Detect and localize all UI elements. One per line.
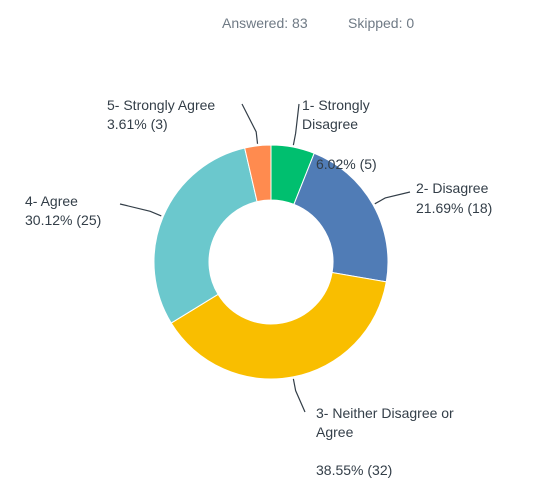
- slice-label: 4- Agree: [25, 193, 78, 209]
- skipped-count: Skipped: 0: [348, 15, 415, 31]
- leader-line: [241, 103, 259, 144]
- leader-line: [119, 203, 162, 217]
- slice-label: 5- Strongly Agree: [107, 97, 216, 113]
- slice-value-label: 6.02% (5): [316, 156, 377, 172]
- slice: [293, 152, 389, 283]
- slice-value-label: 30.12% (25): [25, 212, 102, 228]
- slice-label: 3- Neither Disagree or Agree: [316, 405, 454, 440]
- slice: [244, 144, 272, 203]
- slice-label: 1- Strongly Disagree: [302, 97, 370, 132]
- slice-label: 2- Disagree: [416, 180, 489, 196]
- slice-value-label: 21.69% (18): [416, 200, 493, 216]
- leader-line: [292, 378, 306, 413]
- slice-value-label: 38.55% (32): [316, 462, 393, 478]
- slice: [170, 271, 387, 380]
- slice: [153, 147, 258, 324]
- slice-value-label: 3.61% (3): [107, 116, 168, 132]
- leader-line: [292, 103, 300, 146]
- answered-count: Answered: 83: [222, 15, 308, 31]
- leader-line: [374, 191, 411, 205]
